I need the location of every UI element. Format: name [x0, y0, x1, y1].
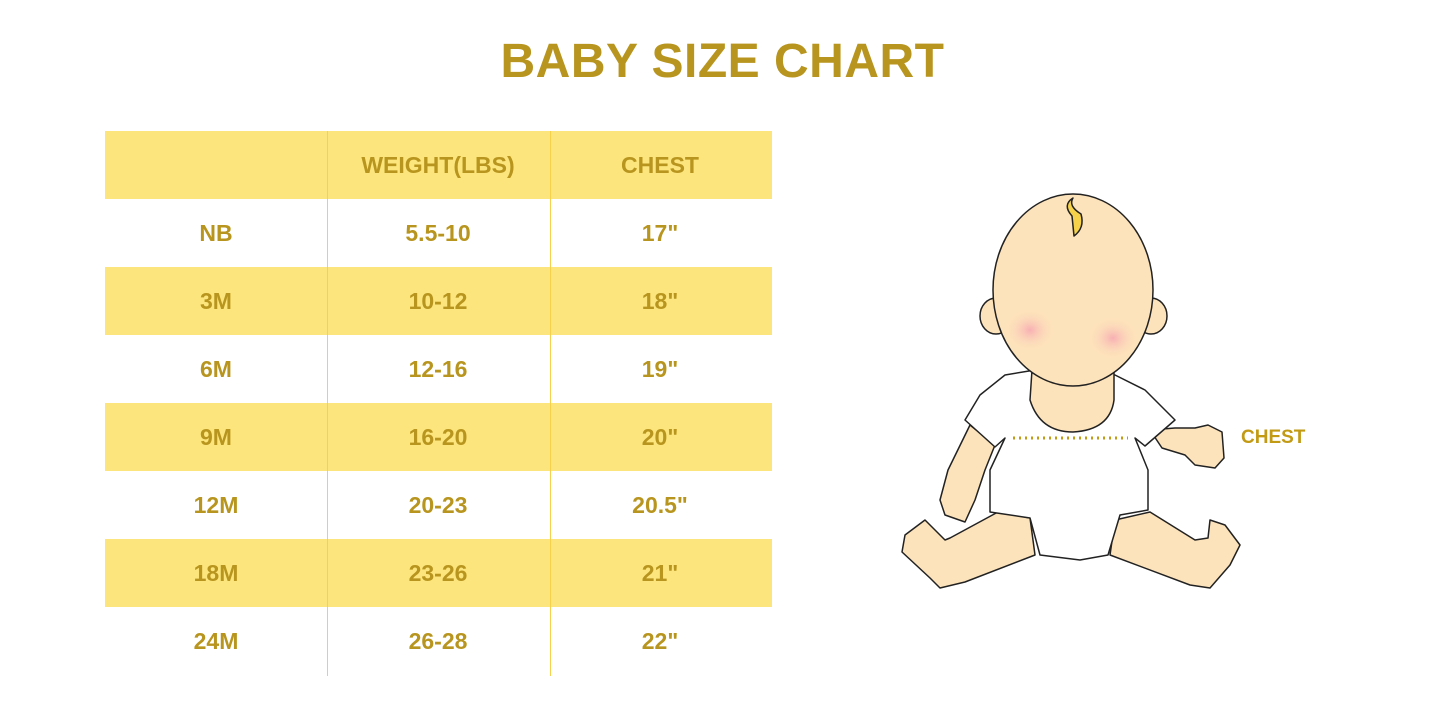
size-cell: NB — [199, 219, 233, 246]
weight-cell: 20-23 — [408, 491, 468, 518]
table-row: NB 5.5-10 17" — [105, 199, 772, 267]
chest-cell: 20.5" — [632, 491, 688, 518]
chest-cell: 20" — [641, 423, 679, 450]
table-row: 24M 26-28 22" — [105, 607, 772, 675]
chest-label: CHEST — [1241, 427, 1306, 448]
table-row: 9M 16-20 20" — [105, 403, 772, 471]
baby-illustration — [901, 193, 1241, 589]
header-cell-chest: CHEST — [621, 151, 699, 178]
chest-cell: 18" — [641, 287, 679, 314]
size-cell: 6M — [200, 355, 232, 382]
size-cell: 24M — [193, 627, 239, 654]
table-row: 12M 20-23 20.5" — [105, 471, 772, 539]
chest-cell: 19" — [641, 355, 679, 382]
chest-cell: 17" — [641, 219, 679, 246]
page-title: BABY SIZE CHART — [500, 35, 945, 88]
header-cell-size — [105, 131, 327, 199]
table-row: 18M 23-26 21" — [105, 539, 772, 607]
column-divider — [327, 131, 328, 676]
weight-cell: 23-26 — [408, 559, 468, 586]
weight-cell: 5.5-10 — [405, 219, 471, 246]
size-cell: 12M — [193, 491, 239, 518]
chest-cell: 22" — [641, 627, 679, 654]
size-cell: 3M — [200, 287, 232, 314]
cheek — [1004, 308, 1056, 352]
cheek — [1087, 316, 1139, 360]
weight-cell: 26-28 — [408, 627, 468, 654]
chest-cell: 21" — [641, 559, 679, 586]
size-table: WEIGHT(LBS) CHEST NB 5.5-10 17" 3M 10-12… — [105, 131, 772, 675]
column-divider — [550, 131, 551, 676]
header-cell-weight: WEIGHT(LBS) — [361, 151, 515, 178]
weight-cell: 12-16 — [408, 355, 468, 382]
table-row: 3M 10-12 18" — [105, 267, 772, 335]
weight-cell: 16-20 — [408, 423, 468, 450]
table-header-row: WEIGHT(LBS) CHEST — [105, 131, 772, 199]
size-cell: 18M — [193, 559, 239, 586]
size-cell: 9M — [200, 423, 232, 450]
weight-cell: 10-12 — [408, 287, 468, 314]
table-row: 6M 12-16 19" — [105, 335, 772, 403]
